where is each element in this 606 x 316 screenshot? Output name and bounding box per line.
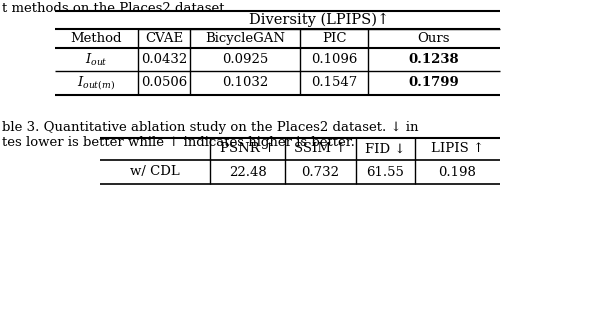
Text: 61.55: 61.55 [367,166,404,179]
Text: 22.48: 22.48 [228,166,267,179]
Text: $I_{out}$: $I_{out}$ [85,52,108,68]
Text: 0.1547: 0.1547 [311,76,357,89]
Text: tes lower is better while ↑ indicates higher is better.: tes lower is better while ↑ indicates hi… [2,136,355,149]
Text: BicycleGAN: BicycleGAN [205,32,285,45]
Text: SSIM ↑: SSIM ↑ [295,143,347,155]
Text: 0.198: 0.198 [439,166,476,179]
Text: CVAE: CVAE [145,32,183,45]
Text: 0.1799: 0.1799 [408,76,459,89]
Text: 0.1096: 0.1096 [311,53,357,66]
Text: w/ CDL: w/ CDL [130,166,180,179]
Text: Method: Method [71,32,122,45]
Text: LIPIS ↑: LIPIS ↑ [431,143,484,155]
Text: 0.0506: 0.0506 [141,76,187,89]
Text: 0.1032: 0.1032 [222,76,268,89]
Text: Ours: Ours [418,32,450,45]
Text: Diversity (LPIPS)↑: Diversity (LPIPS)↑ [249,13,389,27]
Text: PSNR ↑: PSNR ↑ [220,143,275,155]
Text: $I_{out(m)}$: $I_{out(m)}$ [78,75,116,91]
Text: t methods on the Places2 dataset.: t methods on the Places2 dataset. [2,2,228,15]
Text: ble 3. Quantitative ablation study on the Places2 dataset. ↓ in: ble 3. Quantitative ablation study on th… [2,121,419,134]
Text: 0.732: 0.732 [302,166,339,179]
Text: 0.0432: 0.0432 [141,53,187,66]
Text: 0.1238: 0.1238 [408,53,459,66]
Text: 0.0925: 0.0925 [222,53,268,66]
Text: PIC: PIC [322,32,346,45]
Text: FID ↓: FID ↓ [365,143,406,155]
